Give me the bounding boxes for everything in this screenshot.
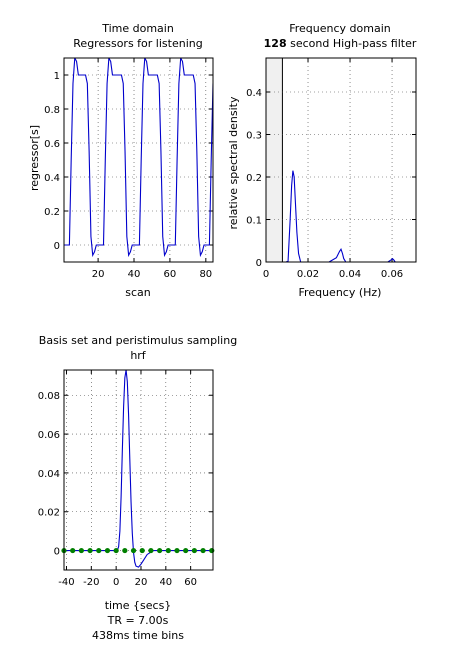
y-tick-label: 0.02 — [38, 508, 60, 519]
sampling-point — [87, 547, 93, 554]
series-line — [64, 370, 213, 568]
sampling-point — [104, 547, 111, 554]
basis-set-xlabel: time {secs} — [105, 599, 172, 612]
axes-frame — [265, 57, 417, 263]
sampling-point — [183, 547, 189, 554]
y-tick-label: 0.04 — [38, 469, 60, 480]
y-tick-label: 1 — [54, 71, 60, 82]
x-tick-label: 20 — [135, 577, 148, 588]
y-tick-label: 0.08 — [38, 391, 60, 402]
y-tick-label: 0.6 — [44, 139, 60, 150]
x-tick-label: 60 — [184, 577, 197, 588]
x-tick-label: 40 — [159, 577, 172, 588]
axes-frame — [63, 369, 214, 571]
y-tick-label: 0.4 — [246, 88, 262, 99]
sampling-point — [139, 547, 145, 554]
sampling-point — [191, 547, 197, 554]
plot-area — [266, 58, 416, 262]
filtered-region — [266, 58, 283, 262]
y-tick-label: 0 — [54, 241, 60, 252]
x-tick-label: 0.04 — [339, 269, 361, 280]
x-tick-label: 0.06 — [381, 269, 403, 280]
y-tick-label: 0.8 — [44, 105, 60, 116]
time-domain-subtitle: Regressors for listening — [73, 37, 202, 50]
x-tick-label: 80 — [199, 269, 212, 280]
y-tick-label: 0.06 — [38, 430, 60, 441]
highpass-description: second High-pass filter — [287, 37, 417, 50]
basis-set-title: Basis set and peristimulus sampling — [39, 334, 237, 347]
sampling-point — [130, 547, 137, 554]
x-tick-label: -40 — [58, 577, 74, 588]
x-tick-label: 0.02 — [297, 269, 319, 280]
series-line — [266, 170, 416, 262]
plot-area — [64, 58, 213, 262]
basis-set-subtitle: hrf — [130, 349, 146, 362]
axes-frame — [63, 57, 214, 263]
sampling-point — [78, 547, 84, 554]
frequency-domain-xlabel: Frequency (Hz) — [299, 286, 382, 299]
frequency-domain-axes: 0 0.02 0.04 0.06 0 0.1 0.2 0.3 0.4 — [246, 57, 417, 280]
x-tick-label: 0 — [113, 577, 119, 588]
sampling-point — [157, 547, 163, 554]
x-tick-label: 0 — [263, 269, 269, 280]
x-tick-label: -20 — [83, 577, 99, 588]
sampling-point — [113, 547, 119, 554]
y-tick-label: 0.4 — [44, 173, 60, 184]
sampling-point — [174, 547, 180, 554]
time-domain-axes: 20 40 60 80 0 0.2 0.4 0.6 0.8 1 — [44, 57, 214, 280]
frequency-domain-title: Frequency domain — [289, 22, 391, 35]
series-line — [64, 58, 213, 258]
y-tick-label: 0.1 — [246, 216, 262, 227]
time-domain-title: Time domain — [101, 22, 174, 35]
y-tick-label: 0 — [54, 547, 60, 558]
basis-set-axes: -40 -20 0 20 40 60 0 0.02 0.04 0.06 0.08 — [38, 369, 215, 588]
highpass-period: 128 — [264, 37, 287, 50]
sampling-point — [165, 547, 171, 554]
sampling-point — [96, 547, 102, 554]
x-tick-label: 60 — [164, 269, 177, 280]
x-tick-label: 20 — [92, 269, 105, 280]
sampling-point — [122, 547, 128, 554]
frequency-domain-subtitle: 128 second High-pass filter — [264, 37, 417, 50]
sampling-point — [209, 547, 215, 554]
time-domain-ylabel: regressor[s] — [28, 125, 41, 191]
sampling-point — [148, 547, 154, 554]
y-tick-label: 0 — [256, 258, 262, 269]
frequency-domain-ylabel: relative spectral density — [227, 96, 240, 229]
sampling-point — [70, 547, 76, 554]
plot-area — [64, 370, 213, 570]
time-domain-xlabel: scan — [125, 286, 151, 299]
y-tick-label: 0.2 — [246, 173, 262, 184]
tr-note: TR = 7.00s — [107, 614, 169, 627]
sampling-point — [200, 547, 206, 554]
y-tick-label: 0.3 — [246, 131, 262, 142]
x-tick-label: 40 — [128, 269, 141, 280]
y-tick-label: 0.2 — [44, 207, 60, 218]
time-bins-note: 438ms time bins — [92, 629, 184, 642]
